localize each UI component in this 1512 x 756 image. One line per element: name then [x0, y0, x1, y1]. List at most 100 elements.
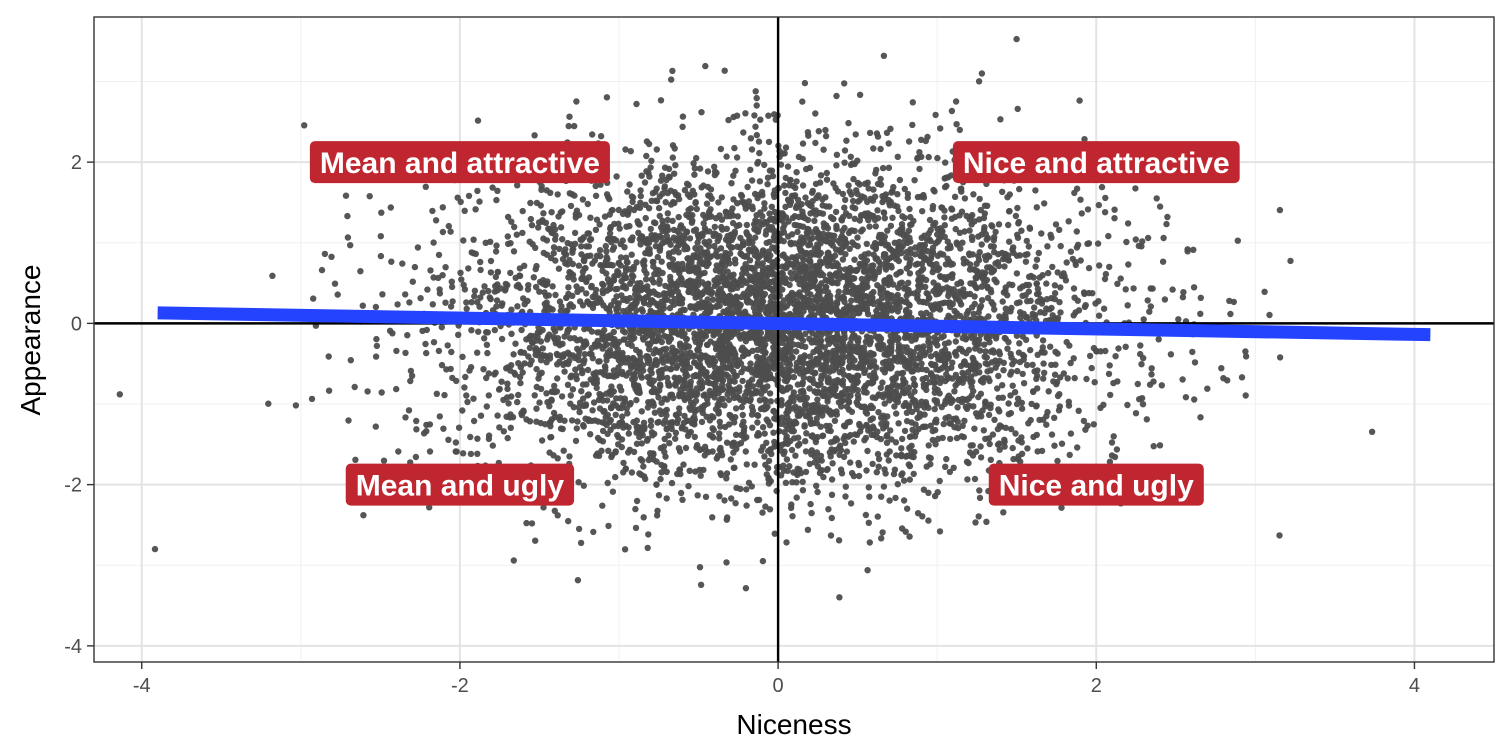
- data-point: [817, 258, 824, 265]
- data-point: [840, 347, 847, 354]
- data-point: [422, 340, 429, 348]
- data-point: [1043, 296, 1051, 303]
- data-point: [943, 455, 950, 463]
- data-point: [944, 245, 951, 252]
- data-point: [888, 344, 895, 351]
- data-point: [849, 197, 857, 205]
- data-point: [531, 132, 538, 139]
- data-point: [969, 452, 977, 459]
- data-point: [715, 199, 722, 206]
- data-point: [651, 430, 658, 438]
- data-point: [596, 405, 604, 412]
- data-point: [906, 357, 913, 365]
- data-point: [916, 149, 923, 156]
- data-point: [659, 172, 666, 179]
- data-point: [743, 333, 750, 340]
- data-point: [1155, 336, 1162, 343]
- data-point: [471, 293, 478, 300]
- data-point: [982, 348, 989, 355]
- data-point: [1017, 309, 1024, 316]
- data-point: [681, 412, 688, 420]
- data-point: [442, 264, 449, 271]
- data-point: [693, 154, 700, 162]
- data-point: [517, 379, 524, 387]
- data-point: [788, 501, 795, 508]
- data-point: [1022, 258, 1030, 265]
- data-point: [766, 506, 774, 513]
- data-point: [749, 203, 756, 210]
- data-point: [828, 272, 835, 280]
- data-point: [995, 372, 1002, 380]
- data-point: [484, 329, 491, 336]
- data-point: [1004, 292, 1011, 299]
- data-point: [832, 208, 840, 216]
- data-point: [822, 126, 829, 134]
- data-point: [412, 453, 420, 461]
- data-point: [875, 463, 882, 470]
- data-point: [908, 442, 915, 449]
- data-point: [920, 486, 928, 493]
- data-point: [821, 344, 828, 351]
- data-point: [1134, 380, 1142, 388]
- data-point: [1073, 228, 1081, 235]
- data-point: [679, 306, 687, 314]
- data-point: [608, 453, 615, 461]
- data-point: [328, 253, 335, 260]
- data-point: [600, 281, 607, 289]
- data-point: [963, 310, 970, 318]
- data-point: [971, 425, 978, 432]
- data-point: [840, 453, 848, 461]
- data-point: [690, 160, 697, 167]
- data-point: [624, 410, 631, 417]
- data-point: [718, 471, 725, 479]
- data-point: [608, 235, 615, 242]
- data-point: [308, 395, 316, 403]
- data-point: [864, 567, 871, 574]
- data-point: [752, 88, 759, 95]
- data-point: [548, 433, 555, 441]
- data-point: [566, 302, 573, 309]
- data-point: [799, 223, 807, 230]
- data-point: [1112, 353, 1119, 360]
- data-point: [1156, 442, 1164, 449]
- data-point: [394, 301, 401, 308]
- data-point: [1007, 350, 1014, 358]
- data-point: [838, 470, 846, 477]
- data-point: [729, 377, 736, 384]
- data-point: [923, 366, 930, 374]
- data-point: [444, 342, 451, 349]
- data-point: [533, 262, 540, 270]
- data-point: [841, 80, 848, 87]
- data-point: [819, 432, 826, 440]
- data-point: [409, 278, 416, 285]
- data-point: [703, 200, 711, 207]
- data-point: [664, 210, 671, 217]
- data-point: [743, 461, 750, 468]
- data-point: [914, 366, 922, 373]
- data-point: [648, 276, 655, 283]
- data-point: [898, 249, 905, 257]
- data-point: [947, 435, 954, 443]
- data-point: [717, 145, 725, 153]
- data-point: [837, 240, 844, 247]
- data-point: [983, 518, 990, 525]
- data-point: [408, 372, 416, 379]
- data-point: [1107, 391, 1114, 399]
- data-point: [981, 341, 988, 348]
- data-point: [433, 390, 440, 397]
- data-point: [691, 303, 698, 310]
- data-point: [402, 349, 409, 357]
- data-point: [546, 449, 553, 456]
- data-point: [758, 447, 765, 454]
- data-point: [1368, 428, 1376, 435]
- data-point: [1179, 376, 1186, 383]
- data-point: [459, 353, 466, 360]
- data-point: [554, 512, 561, 519]
- data-point: [771, 111, 778, 118]
- data-point: [604, 479, 611, 487]
- data-point: [800, 359, 808, 366]
- data-point: [770, 259, 777, 266]
- data-point: [496, 424, 503, 431]
- data-point: [411, 263, 419, 271]
- data-point: [847, 500, 855, 507]
